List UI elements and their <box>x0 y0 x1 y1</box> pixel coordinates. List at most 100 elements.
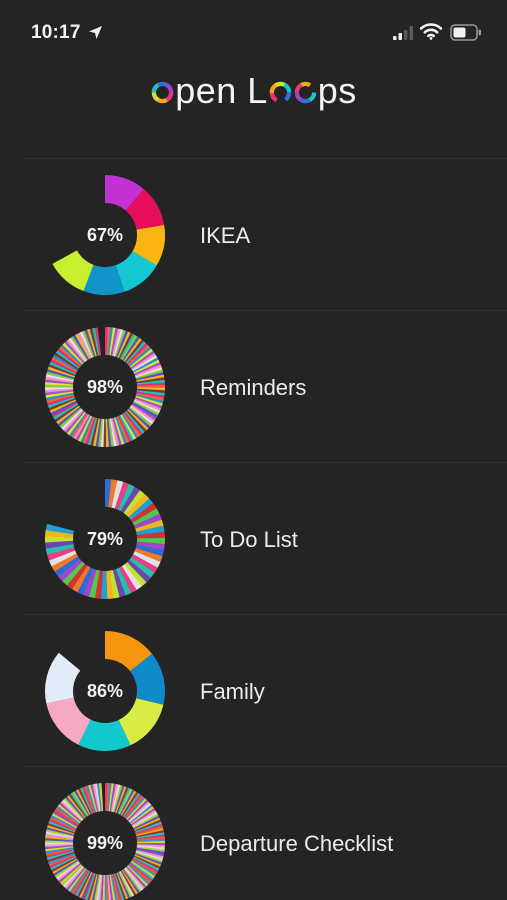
loop-row-reminders[interactable]: 98% Reminders <box>22 310 507 462</box>
ring-segment <box>131 352 156 371</box>
ring-segment <box>123 794 142 818</box>
ring-segment <box>47 366 75 378</box>
ring-segment <box>78 788 92 815</box>
ring-segment <box>110 874 118 900</box>
ring-segment <box>51 812 78 829</box>
ring-segment <box>45 840 74 843</box>
ring-segment <box>128 498 154 520</box>
loop-row-departure-checklist[interactable]: 99% Departure Checklist <box>22 766 507 900</box>
ring-segment <box>47 851 75 862</box>
ring-segment <box>136 390 165 396</box>
ring-segment <box>136 847 165 855</box>
ring-segment <box>100 874 104 900</box>
ring-segment <box>135 823 163 834</box>
ring-segment <box>51 401 78 418</box>
ring-segment <box>128 801 150 822</box>
app-logo: pen L ps <box>0 62 507 122</box>
ring-segment <box>48 550 77 567</box>
ring-segment <box>80 416 94 443</box>
ring-segment <box>120 870 137 896</box>
ring-segment <box>85 873 96 900</box>
ring-segment <box>116 330 129 358</box>
ring-segment <box>104 874 107 900</box>
ring-segment <box>136 388 165 394</box>
loop-row-family[interactable]: 86% Family <box>22 614 507 766</box>
ring-segment <box>125 341 146 364</box>
ring-segment <box>55 807 80 826</box>
ring-segment <box>45 844 74 850</box>
ring-segment <box>45 848 74 856</box>
ring-segment <box>45 391 74 398</box>
ring-segment <box>136 537 165 545</box>
ring-segment <box>66 411 86 436</box>
ring-segment <box>118 566 137 594</box>
ring-segment <box>120 486 141 514</box>
ring-segment <box>102 874 105 900</box>
ring-segment <box>46 394 75 404</box>
ring-segment <box>82 330 95 358</box>
ring-segment <box>126 343 148 365</box>
ring-segment <box>136 834 165 840</box>
ring-segment <box>107 874 111 900</box>
ring-segment <box>67 868 87 892</box>
ring-segment <box>120 414 137 440</box>
ring-segment <box>105 631 153 672</box>
ring-segment <box>130 503 157 523</box>
ring-segment <box>107 783 112 812</box>
ring-segment <box>109 783 117 812</box>
ring-segment <box>66 339 86 363</box>
ring-segment <box>100 418 105 447</box>
ring-segment <box>47 396 76 409</box>
loop-row-to-do-list[interactable]: 79% To Do List <box>22 462 507 614</box>
ring-segment <box>115 567 132 596</box>
progress-ring <box>44 631 165 751</box>
ring-segment <box>45 540 74 549</box>
ring-segment <box>112 417 122 446</box>
ring-segment <box>111 480 124 509</box>
ring-segment <box>89 873 98 900</box>
ring-segment <box>95 418 102 447</box>
ring-segment <box>47 852 76 865</box>
ring-segment <box>111 418 120 446</box>
percent-label: 99% <box>86 833 124 853</box>
ring-segment <box>118 698 164 746</box>
ring-segment <box>106 418 112 447</box>
ring-segment <box>115 416 127 444</box>
ring-segment <box>108 874 114 900</box>
ring-segment <box>131 403 157 421</box>
ring-segment <box>127 865 149 887</box>
battery-icon <box>450 24 481 41</box>
ring-segment <box>46 371 75 381</box>
ring-segment <box>113 784 123 813</box>
ring-segment <box>78 871 93 899</box>
loop-name: To Do List <box>200 527 298 552</box>
ring-segment <box>45 846 74 852</box>
ring-segment <box>136 830 165 838</box>
ring-segment <box>78 719 131 751</box>
ring-segment <box>80 787 93 814</box>
ring-segment <box>88 569 100 599</box>
loop-row-ikea[interactable]: 67% IKEA <box>22 158 507 310</box>
ring-segment <box>136 392 164 402</box>
ring-segment <box>132 508 160 526</box>
ring-segment <box>45 379 74 385</box>
progress-ring <box>52 175 165 295</box>
ring-segment <box>87 417 98 446</box>
ring-segment <box>61 408 83 430</box>
ring-segment <box>51 857 77 873</box>
ring-segment <box>124 867 144 891</box>
ring-segment <box>45 374 74 382</box>
ring-segment <box>114 785 125 813</box>
ring-segment <box>136 391 165 399</box>
location-arrow-icon <box>89 26 102 39</box>
ring-segment <box>134 513 162 529</box>
ring-segment <box>45 544 75 555</box>
ring-segment <box>62 865 84 888</box>
ring-segment <box>118 332 134 359</box>
ring-segment <box>46 829 74 837</box>
ring-segment <box>50 359 77 374</box>
ring-segment <box>132 813 159 829</box>
ring-segment <box>88 784 98 813</box>
ring-segment <box>109 327 116 356</box>
ring-segment <box>115 872 127 900</box>
